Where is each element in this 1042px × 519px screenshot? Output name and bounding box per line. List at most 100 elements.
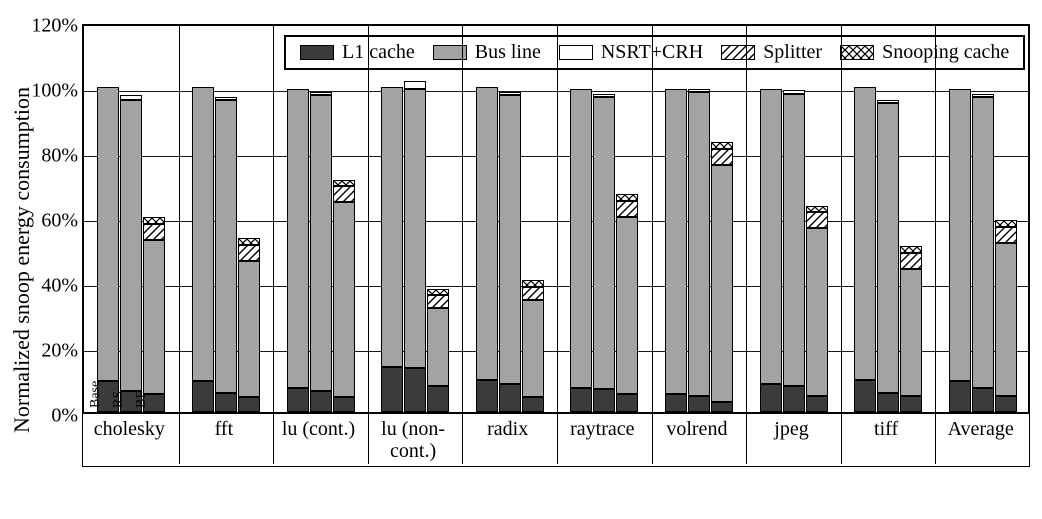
bar-segment-nsrt [877, 100, 899, 103]
bar [238, 238, 260, 412]
bar-segment-bus [972, 97, 994, 388]
bar-segment-bus [381, 87, 403, 367]
bar [688, 89, 710, 412]
group-label: jpeg [744, 418, 839, 440]
bar-segment-l1 [949, 381, 971, 412]
bar-segment-l1 [427, 386, 449, 412]
bar-segment-snoop [143, 217, 165, 224]
bar-segment-bus [593, 97, 615, 390]
bar-segment-bus [995, 243, 1017, 396]
bar [97, 87, 119, 412]
bar-segment-l1 [972, 388, 994, 412]
bar [499, 92, 521, 412]
bar [143, 217, 165, 412]
bar-segment-nsrt [783, 90, 805, 93]
legend-item: Bus line [433, 41, 541, 64]
y-tick-label: 120% [31, 15, 78, 38]
bar-segment-bus [711, 165, 733, 402]
bar-segment-splitter [333, 186, 355, 202]
bar [522, 280, 544, 412]
bar-segment-bus [783, 94, 805, 387]
legend-item: Splitter [721, 41, 822, 64]
bar-segment-bus [616, 217, 638, 394]
bar-segment-l1 [499, 384, 521, 412]
bar-segment-l1 [900, 396, 922, 412]
legend-item: NSRT+CRH [559, 41, 703, 64]
bar-mini-label: Base [88, 381, 104, 408]
legend-swatch [559, 45, 593, 60]
bar-segment-snoop [806, 206, 828, 213]
bar-segment-l1 [854, 380, 876, 413]
legend: L1 cache Bus line NSRT+CRH Splitter Snooping… [284, 35, 1025, 70]
bar [310, 92, 332, 412]
bar-segment-bus [333, 202, 355, 397]
bar [192, 87, 214, 412]
bar [877, 100, 899, 412]
bar-segment-l1 [806, 396, 828, 412]
y-axis-label: Normalized snoop energy consumption [9, 86, 35, 432]
bar-segment-splitter [711, 149, 733, 165]
bar-segment-bus [97, 87, 119, 381]
bar-segment-bus [120, 100, 142, 391]
bar-segment-l1 [476, 380, 498, 413]
bar-segment-snoop [522, 280, 544, 287]
x-axis-area: choleskyfftlu (cont.)lu (non-cont.)radix… [82, 414, 1030, 504]
bar-segment-bus [192, 87, 214, 381]
bar-segment-l1 [310, 391, 332, 412]
legend-label: L1 cache [342, 41, 415, 64]
bar-segment-bus [949, 89, 971, 382]
bar [215, 97, 237, 412]
bar-segment-bus [522, 300, 544, 398]
bar-mini-label: BF [134, 391, 150, 408]
plot-area: 0%20%40%60%80%100%120%L1 cacheBus lineNS… [82, 24, 1030, 414]
bar [570, 89, 592, 412]
bar-segment-snoop [900, 246, 922, 253]
bar [806, 206, 828, 412]
bar [476, 87, 498, 412]
bar-segment-snoop [995, 220, 1017, 227]
bar-segment-l1 [616, 394, 638, 412]
bar-segment-l1 [192, 381, 214, 412]
bar-segment-snoop [238, 238, 260, 245]
bar-segment-l1 [570, 388, 592, 412]
bar-segment-bus [215, 100, 237, 393]
bar-segment-l1 [238, 397, 260, 412]
legend-item: Snooping cache [840, 41, 1009, 64]
bar-segment-splitter [806, 212, 828, 228]
bar [900, 246, 922, 412]
bar [427, 289, 449, 413]
bar-segment-bus [310, 95, 332, 391]
group-separator [652, 26, 653, 464]
y-tick-label: 0% [51, 405, 78, 428]
legend-swatch [300, 45, 334, 60]
group-label: raytrace [555, 418, 650, 440]
y-tick-label: 40% [41, 275, 78, 298]
bar-segment-l1 [783, 386, 805, 412]
bar-segment-l1 [995, 396, 1017, 412]
y-tick-label: 60% [41, 210, 78, 233]
bar-segment-nsrt [688, 89, 710, 92]
bar [711, 142, 733, 412]
bar-segment-bus [877, 103, 899, 392]
y-tick-label: 100% [31, 80, 78, 103]
bar-segment-bus [900, 269, 922, 396]
group-label: lu (cont.) [271, 418, 366, 440]
bar [665, 89, 687, 412]
bar [404, 81, 426, 413]
bar-segment-bus [143, 240, 165, 394]
bar-segment-bus [476, 87, 498, 380]
bar-segment-snoop [616, 194, 638, 201]
bar [760, 89, 782, 412]
legend-label: Snooping cache [882, 41, 1009, 64]
bar [616, 194, 638, 412]
bar-segment-bus [760, 89, 782, 385]
legend-swatch [840, 45, 874, 60]
bar-segment-snoop [333, 180, 355, 187]
bar-segment-bus [499, 95, 521, 384]
group-separator [273, 26, 274, 464]
bar-segment-l1 [593, 389, 615, 412]
bar-segment-splitter [143, 224, 165, 240]
bar-segment-splitter [522, 287, 544, 300]
bar [949, 89, 971, 412]
bar-segment-bus [854, 87, 876, 380]
